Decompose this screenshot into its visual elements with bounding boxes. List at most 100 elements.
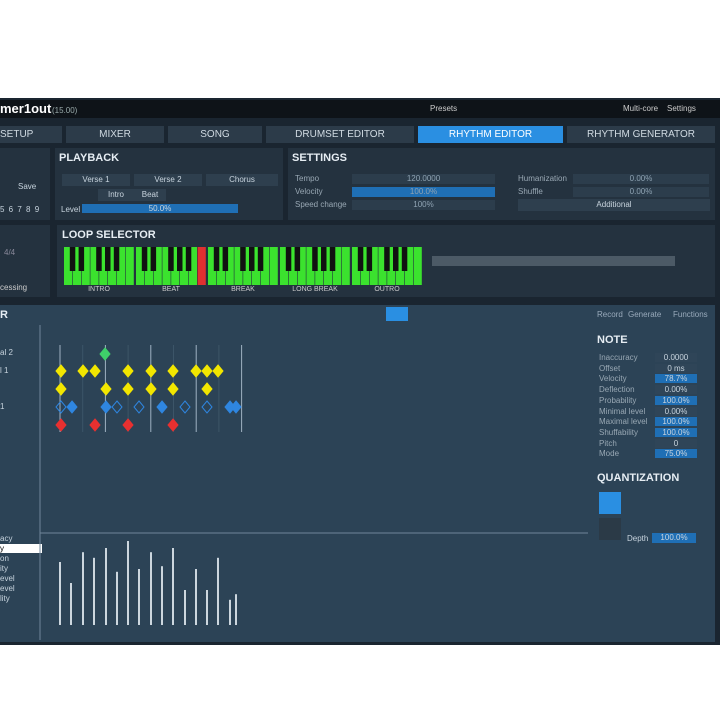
white-key bbox=[396, 247, 405, 285]
preset-button[interactable]: Beat bbox=[134, 189, 166, 201]
white-key bbox=[378, 247, 387, 285]
setting-value[interactable]: 100% bbox=[352, 200, 495, 210]
tab[interactable]: RHYTHM GENERATOR bbox=[567, 126, 715, 143]
depth-label: Depth bbox=[627, 534, 649, 543]
white-key bbox=[162, 247, 171, 285]
note-diamond bbox=[89, 418, 101, 432]
black-key bbox=[257, 247, 264, 271]
white-key bbox=[197, 247, 206, 285]
black-key bbox=[78, 247, 85, 271]
note-value[interactable]: 0.00% bbox=[655, 385, 697, 395]
note-title: NOTE bbox=[597, 334, 628, 346]
black-key bbox=[69, 247, 76, 271]
white-key bbox=[243, 247, 252, 285]
toolbar-item[interactable]: Record bbox=[597, 310, 623, 319]
quant-btn[interactable] bbox=[599, 492, 621, 514]
note-diamond bbox=[122, 418, 134, 432]
tab[interactable]: SONG bbox=[168, 126, 262, 143]
note-value[interactable]: 0.00% bbox=[655, 406, 697, 416]
time-sig: 4/4 bbox=[4, 248, 16, 257]
note-diamond bbox=[55, 418, 67, 432]
loop-label[interactable]: BEAT bbox=[162, 286, 180, 293]
note-diamond bbox=[133, 400, 145, 414]
white-key bbox=[280, 247, 289, 285]
black-key bbox=[401, 247, 408, 271]
note-value[interactable]: 0.0000 bbox=[655, 353, 697, 362]
white-key bbox=[99, 247, 108, 285]
presets[interactable]: Presets bbox=[430, 104, 458, 113]
note-value[interactable]: 0 ms bbox=[655, 363, 697, 373]
tab[interactable]: RHYTHM EDITOR bbox=[418, 126, 563, 143]
white-key bbox=[234, 247, 243, 285]
preset-button[interactable]: Intro bbox=[98, 189, 134, 201]
note-diamond bbox=[55, 364, 67, 378]
white-key bbox=[297, 247, 306, 285]
loop-label[interactable]: LONG BREAK bbox=[292, 286, 338, 293]
toolbar-item[interactable]: Functions bbox=[673, 310, 708, 319]
tab[interactable]: SETUP bbox=[0, 126, 62, 143]
note-diamond bbox=[145, 382, 157, 396]
title-bar bbox=[0, 100, 720, 118]
setting-value[interactable]: 0.00% bbox=[573, 174, 709, 184]
level-label: Level bbox=[61, 205, 81, 214]
panel bbox=[0, 148, 50, 220]
panel bbox=[0, 305, 715, 642]
white-key bbox=[125, 247, 134, 285]
note-value[interactable]: 100.0% bbox=[655, 395, 697, 405]
preset-button[interactable]: Chorus bbox=[206, 174, 278, 186]
multicore[interactable]: Multi-core bbox=[623, 104, 659, 113]
white-key bbox=[108, 247, 117, 285]
white-key bbox=[369, 247, 378, 285]
param-label: on bbox=[0, 554, 9, 563]
white-key bbox=[341, 247, 350, 285]
white-key bbox=[260, 247, 269, 285]
note-label: Probability bbox=[599, 395, 637, 405]
note-value[interactable]: 78.7% bbox=[655, 374, 697, 384]
note-value[interactable]: 75.0% bbox=[655, 449, 697, 459]
white-key bbox=[225, 247, 234, 285]
setting-label: Speed change bbox=[295, 200, 347, 209]
note-diamond bbox=[201, 382, 213, 396]
black-key bbox=[150, 247, 157, 271]
depth-value[interactable]: 100.0% bbox=[652, 533, 696, 543]
track-label: l 1 bbox=[0, 366, 9, 375]
white-key bbox=[413, 247, 422, 285]
loop-label[interactable]: BREAK bbox=[231, 286, 255, 293]
param-label: ity bbox=[0, 564, 8, 573]
loop-label[interactable]: INTRO bbox=[88, 286, 110, 293]
loop-label[interactable]: OUTRO bbox=[374, 286, 400, 293]
note-diamond bbox=[212, 364, 224, 378]
white-key bbox=[144, 247, 153, 285]
black-key bbox=[113, 247, 120, 271]
preset-button[interactable]: Verse 1 bbox=[62, 174, 130, 186]
black-key bbox=[393, 247, 399, 271]
settings-btn[interactable]: Settings bbox=[667, 104, 696, 113]
additional-btn[interactable]: Additional bbox=[518, 199, 710, 211]
tab[interactable]: MIXER bbox=[66, 126, 164, 143]
setting-value[interactable]: 120.0000 bbox=[352, 174, 495, 184]
note-diamond bbox=[100, 400, 112, 414]
black-key bbox=[329, 247, 336, 271]
setting-value[interactable]: 0.00% bbox=[573, 187, 709, 197]
note-label: Minimal level bbox=[599, 406, 646, 416]
note-label: Deflection bbox=[599, 385, 635, 395]
note-diamond bbox=[55, 400, 67, 414]
toolbar-item[interactable]: Generate bbox=[628, 310, 662, 319]
save-btn[interactable]: Save bbox=[18, 182, 37, 191]
white-key bbox=[387, 247, 396, 285]
setting-value[interactable]: 100.0% bbox=[352, 187, 495, 197]
quant-btn[interactable] bbox=[599, 518, 621, 540]
note-diamond bbox=[55, 382, 67, 396]
note-value[interactable]: 100.0% bbox=[655, 427, 697, 437]
preset-button[interactable]: Verse 2 bbox=[134, 174, 202, 186]
note-value[interactable]: 0 bbox=[655, 438, 697, 448]
level-slider[interactable]: 50.0% bbox=[82, 204, 238, 213]
note-label: Velocity bbox=[599, 374, 627, 384]
tab[interactable]: DRUMSET EDITOR bbox=[266, 126, 414, 143]
note-value[interactable]: 100.0% bbox=[655, 417, 697, 427]
param-label: lity bbox=[0, 594, 10, 603]
white-key bbox=[324, 247, 333, 285]
black-key bbox=[105, 247, 111, 271]
setting-label: Humanization bbox=[518, 174, 567, 183]
